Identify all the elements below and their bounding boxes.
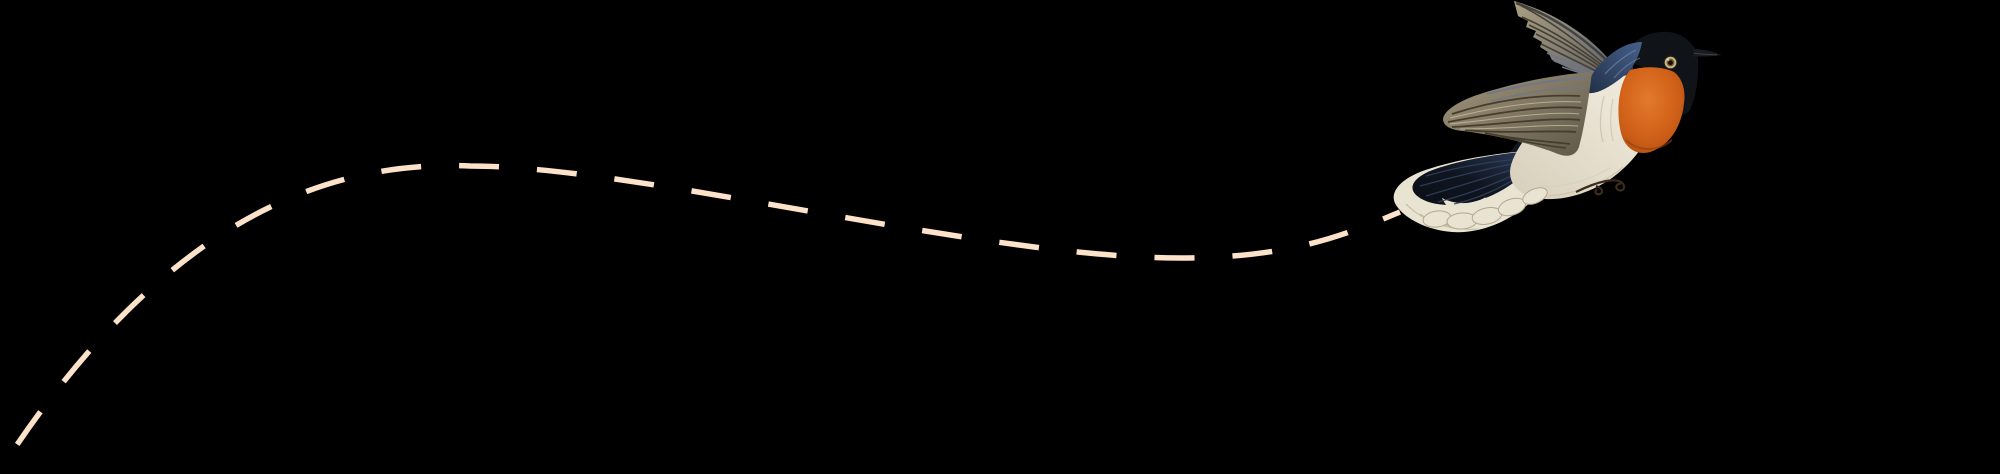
- feather-streak: [1501, 136, 1567, 149]
- bird-near-wing: [1443, 72, 1592, 156]
- feather-streak: [1484, 132, 1571, 145]
- shade-line: [1599, 95, 1605, 143]
- near-wing-pale-lines: [1449, 101, 1582, 130]
- bird-beak: [1693, 49, 1722, 57]
- body-shape: [1510, 72, 1655, 200]
- bird-undertail-feathers: [1422, 187, 1548, 230]
- nape-streak: [1604, 49, 1637, 75]
- throat-lower-shade: [1625, 139, 1673, 150]
- feather-streak: [1490, 86, 1586, 102]
- near-wing-shape: [1443, 72, 1592, 156]
- flight-path-dashes: [0, 162, 1402, 474]
- shade-line: [1539, 167, 1611, 187]
- bird-feet: [1575, 179, 1626, 196]
- shade-line: [1610, 98, 1614, 142]
- feather-streak: [1447, 106, 1583, 123]
- eye-glint: [1667, 58, 1670, 61]
- throat-patch: [1618, 67, 1685, 153]
- beak-shape: [1693, 49, 1722, 57]
- bird-throat: [1618, 67, 1685, 153]
- feather-streak: [1459, 125, 1579, 130]
- feather-streak: [1451, 118, 1581, 128]
- feather-streak: [1451, 94, 1581, 115]
- covert-feather: [1522, 187, 1548, 205]
- feather-streak: [1449, 112, 1580, 125]
- foot-curl: [1575, 179, 1626, 193]
- swallow-bird: [1393, 1, 1722, 233]
- tail-white-wedge: [1442, 197, 1486, 214]
- bird-eye: [1663, 55, 1678, 70]
- bird-body: [1510, 72, 1655, 200]
- feather-streak: [1486, 76, 1588, 96]
- feather-streak: [1464, 129, 1577, 133]
- foot-curl: [1594, 184, 1604, 196]
- beak-gape-line: [1693, 53, 1718, 56]
- near-wing-covert-streaks: [1486, 76, 1588, 102]
- nape-streak: [1613, 57, 1641, 79]
- feather-streak: [1449, 101, 1582, 119]
- bird-nape: [1588, 42, 1642, 94]
- eye-pupil: [1668, 60, 1673, 66]
- near-wing-dark-streaks: [1447, 94, 1583, 149]
